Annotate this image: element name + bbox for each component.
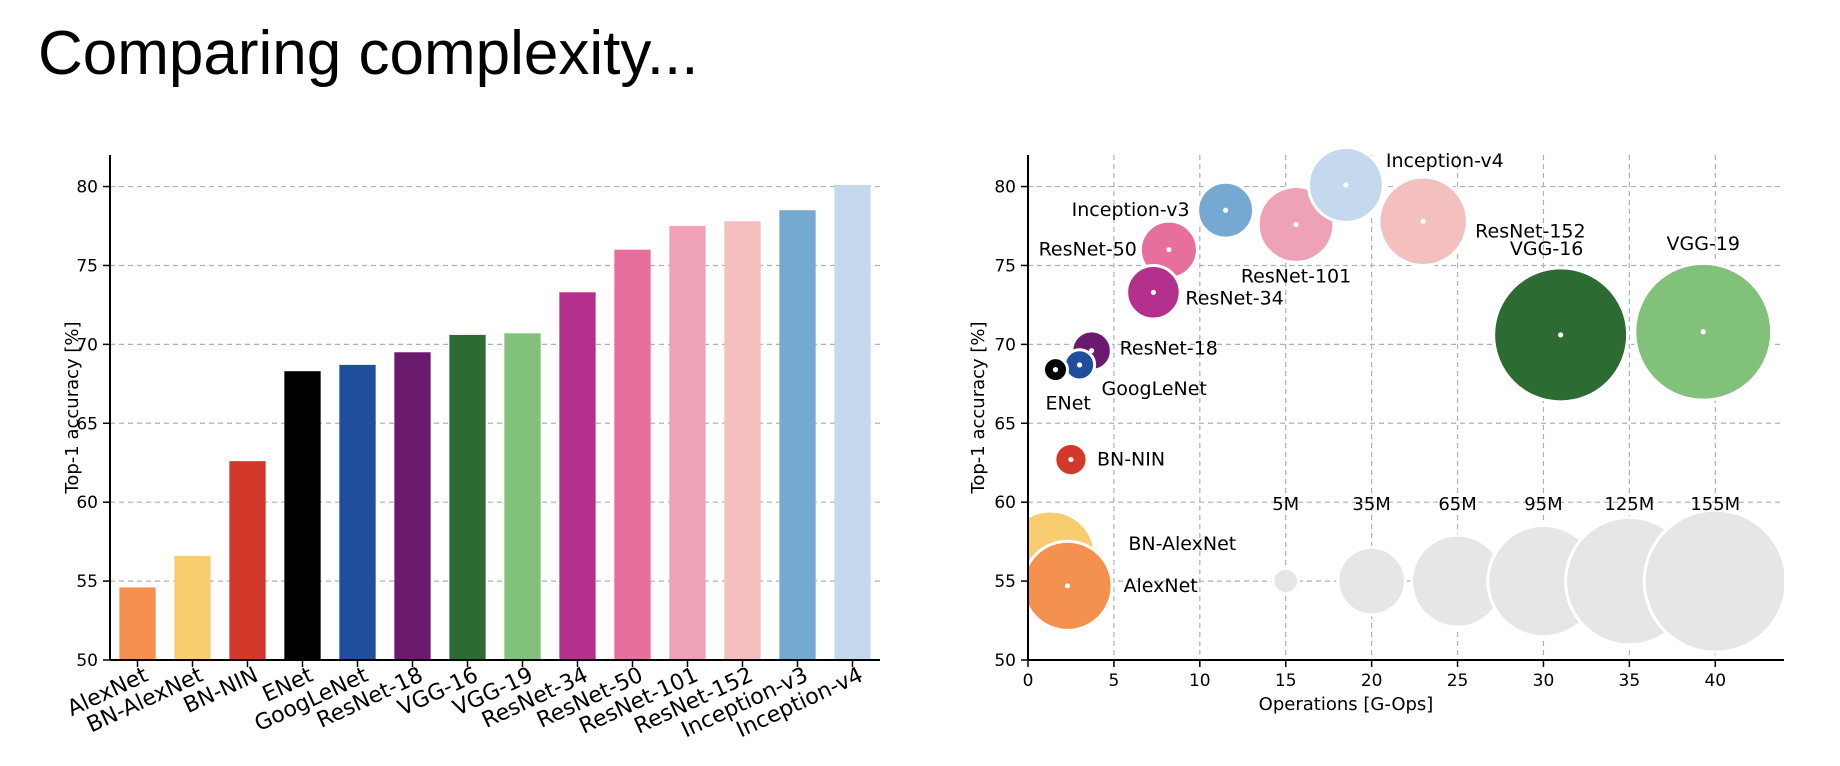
y-tick-label: 80 <box>994 178 1016 198</box>
y-axis-label: Top-1 accuracy [%] <box>62 321 83 494</box>
size-legend-label: 125M <box>1604 494 1654 515</box>
size-legend-label: 5M <box>1272 494 1299 515</box>
y-tick-label: 60 <box>76 493 98 513</box>
y-tick-label: 80 <box>76 178 98 198</box>
y-axis-label: Top-1 accuracy [%] <box>968 321 989 494</box>
x-tick-label: 25 <box>1447 671 1469 691</box>
bar <box>174 555 211 660</box>
size-legend-label: 65M <box>1438 494 1476 515</box>
bubble-label: ResNet-152 <box>1475 220 1585 242</box>
bar <box>339 364 376 660</box>
y-tick-label: 75 <box>994 256 1016 276</box>
bubble-label: BN-NIN <box>1097 449 1165 471</box>
x-tick-label: 0 <box>1023 671 1034 691</box>
bubble-center-dot <box>1558 332 1564 338</box>
size-legend-bubble <box>1642 508 1784 654</box>
bubble-label: VGG-19 <box>1667 233 1740 255</box>
bubble-center-dot <box>1052 367 1059 373</box>
x-axis-label: Operations [G-Ops] <box>1259 694 1434 715</box>
bar <box>119 587 156 660</box>
size-legend-label: 35M <box>1352 494 1390 515</box>
bar <box>229 461 266 660</box>
bubble-label: AlexNet <box>1124 575 1198 597</box>
bubble-label: ENet <box>1045 393 1090 415</box>
slide-title: Comparing complexity... <box>38 19 699 88</box>
bubble-label: BN-AlexNet <box>1128 533 1236 555</box>
bubble-label: ResNet-50 <box>1039 239 1137 261</box>
bubble-center-dot <box>1150 289 1157 295</box>
bubble-label: ResNet-34 <box>1185 287 1283 309</box>
x-tick-label: 40 <box>1704 671 1726 691</box>
x-tick-label: 10 <box>1189 671 1211 691</box>
bubble-label: Inception-v4 <box>1386 150 1504 172</box>
bubble-center-dot <box>1420 218 1426 224</box>
y-tick-label: 70 <box>76 335 98 355</box>
bubble-center-dot <box>1076 362 1083 368</box>
x-tick-label: 30 <box>1533 671 1555 691</box>
y-tick-label: 65 <box>994 414 1016 434</box>
bar <box>669 226 706 660</box>
bubble-label: GoogLeNet <box>1102 378 1207 400</box>
size-legend-bubble <box>1271 566 1300 596</box>
bubble-label: ResNet-101 <box>1241 265 1351 287</box>
size-legend-bubble <box>1336 545 1407 617</box>
size-legend-label: 155M <box>1690 494 1740 515</box>
y-tick-label: 75 <box>76 256 98 276</box>
y-tick-label: 50 <box>76 651 98 671</box>
bar <box>834 184 871 660</box>
x-tick-label: 35 <box>1619 671 1641 691</box>
x-tick-label: 5 <box>1108 671 1119 691</box>
bar <box>504 333 541 660</box>
y-tick-label: 55 <box>994 572 1016 592</box>
bar <box>779 210 816 660</box>
bubble-label: VGG-16 <box>1510 238 1583 260</box>
bar <box>559 292 596 660</box>
bubble-center-dot <box>1166 247 1172 253</box>
bubble-center-dot <box>1343 182 1349 188</box>
bubble-center-dot <box>1068 456 1074 463</box>
y-tick-label: 50 <box>994 651 1016 671</box>
bubble-layer <box>1028 146 1784 654</box>
y-tick-label: 55 <box>76 572 98 592</box>
bubble-center-dot <box>1700 329 1706 335</box>
y-tick-label: 65 <box>76 414 98 434</box>
bar <box>394 352 431 660</box>
bubble-label: ResNet-18 <box>1120 338 1218 360</box>
bubble-center-dot <box>1293 221 1299 228</box>
bubble-label: Inception-v3 <box>1072 199 1190 221</box>
size-legend-label: 95M <box>1524 494 1562 515</box>
bubble-center-dot <box>1222 207 1229 213</box>
bubble-center-dot <box>1088 348 1095 354</box>
y-tick-label: 70 <box>994 335 1016 355</box>
x-tick-label: 15 <box>1275 671 1297 691</box>
bar <box>724 221 761 660</box>
bar-chart: 50556065707580AlexNetBN-AlexNetBN-NINENe… <box>62 155 880 743</box>
x-tick-label: 20 <box>1361 671 1383 691</box>
y-tick-label: 60 <box>994 493 1016 513</box>
bar <box>284 371 321 660</box>
bar <box>449 334 486 660</box>
bar <box>614 249 651 660</box>
bubble-center-dot <box>1064 583 1071 589</box>
